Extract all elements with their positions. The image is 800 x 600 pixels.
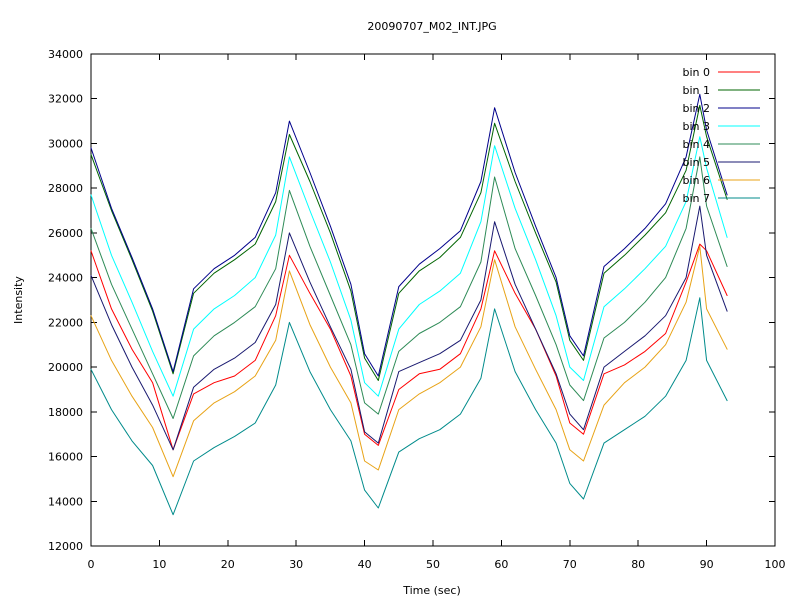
- y-tick-label: 20000: [48, 361, 83, 374]
- series-line-bin-4: [90, 156, 728, 419]
- series-line-bin-2: [90, 93, 728, 377]
- x-tick-label: 50: [426, 558, 440, 571]
- x-tick-label: 30: [289, 558, 303, 571]
- x-tick-label: 20: [221, 558, 235, 571]
- x-tick-label: 90: [700, 558, 714, 571]
- x-tick-label: 70: [563, 558, 577, 571]
- legend-label: bin 7: [682, 192, 710, 205]
- y-tick-label: 30000: [48, 137, 83, 150]
- x-tick-label: 60: [494, 558, 508, 571]
- legend-label: bin 4: [682, 138, 710, 151]
- y-tick-label: 32000: [48, 93, 83, 106]
- legend-label: bin 0: [682, 66, 710, 79]
- legend-label: bin 1: [682, 84, 710, 97]
- series-line-bin-6: [90, 245, 728, 478]
- legend-label: bin 5: [682, 156, 710, 169]
- x-axis: 0 10 20 30 40 50 60 70 80 90 100: [88, 54, 786, 571]
- x-tick-label: 0: [88, 558, 95, 571]
- series-line-bin-7: [90, 297, 728, 516]
- y-tick-label: 16000: [48, 451, 83, 464]
- plot-frame: [90, 53, 776, 547]
- y-tick-label: 18000: [48, 406, 83, 419]
- chart-title: 20090707_M02_INT.JPG: [367, 20, 496, 33]
- y-tick-label: 14000: [48, 495, 83, 508]
- legend-label: bin 2: [682, 102, 710, 115]
- y-tick-label: 26000: [48, 227, 83, 240]
- y-axis-label: Intensity: [12, 276, 25, 324]
- series-line-bin-5: [90, 205, 728, 451]
- x-axis-label: Time (sec): [402, 584, 461, 597]
- legend-label: bin 3: [682, 120, 710, 133]
- y-axis: 12000 14000 16000 18000 20000 22000 24000 26000…: [48, 48, 775, 553]
- series-group: [90, 93, 728, 516]
- y-tick-label: 28000: [48, 182, 83, 195]
- series-line-bin-0: [90, 243, 728, 451]
- y-tick-label: 12000: [48, 540, 83, 553]
- series-line-bin-1: [90, 104, 728, 381]
- x-tick-label: 10: [152, 558, 166, 571]
- series-line-bin-3: [90, 136, 728, 397]
- y-tick-label: 22000: [48, 316, 83, 329]
- x-tick-label: 100: [765, 558, 786, 571]
- x-tick-label: 40: [358, 558, 372, 571]
- y-tick-label: 34000: [48, 48, 83, 61]
- legend: bin 0 bin 1 bin 2 bin 3 bin 4 bin 5 bin 6 bin 7: [682, 66, 760, 205]
- y-tick-label: 24000: [48, 272, 83, 285]
- x-tick-label: 80: [631, 558, 645, 571]
- legend-label: bin 6: [682, 174, 710, 187]
